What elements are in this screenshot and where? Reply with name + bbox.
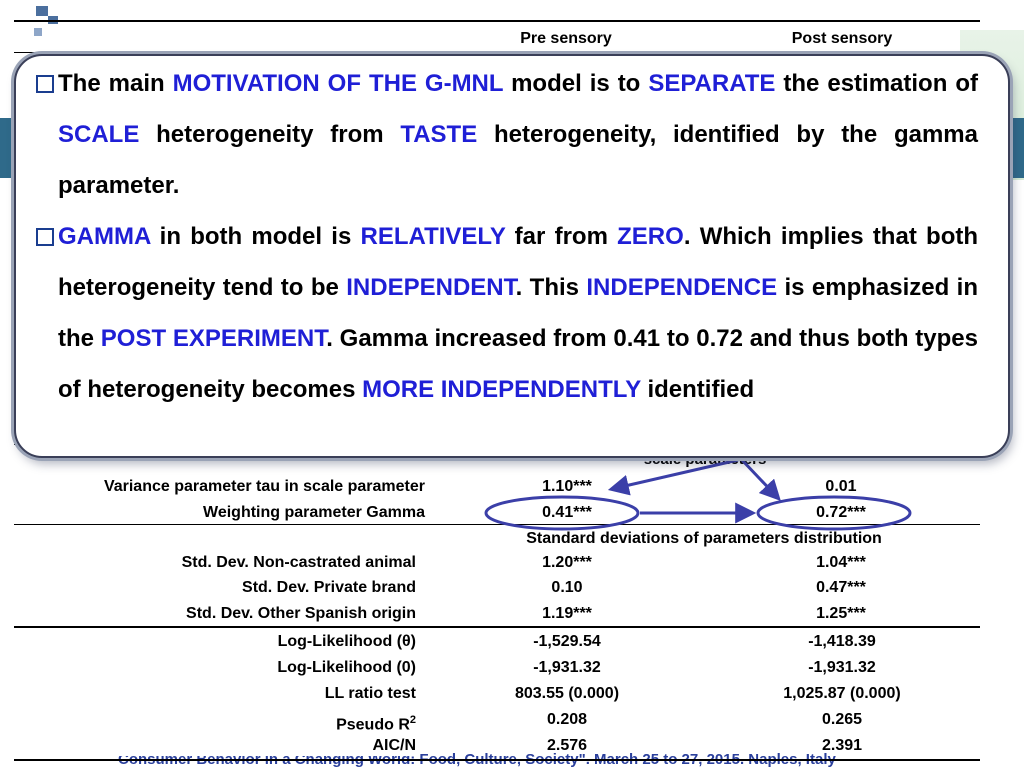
bullet-checkbox-icon [36, 75, 54, 93]
row-label-loglik-theta: Log-Likelihood (θ) [277, 633, 416, 650]
row-label-sd-spanish-origin: Std. Dev. Other Spanish origin [186, 605, 416, 622]
callout-paragraph-gamma: GAMMA in both model is RELATIVELY far fr… [58, 211, 978, 415]
value-aic-post: 2.391 [821, 737, 863, 754]
highlight-text: GAMMA [58, 223, 151, 250]
ellipse-gamma-post [756, 495, 912, 531]
value-tau-post: 0.01 [825, 478, 857, 495]
header-bottom-rule [14, 52, 980, 53]
row-label-loglik-zero: Log-Likelihood (0) [277, 659, 416, 676]
ellipse-gamma-pre [484, 495, 640, 531]
value-sd-spanish-origin-post: 1.25*** [816, 605, 866, 622]
body-text: model is to [503, 70, 649, 97]
row-label-ll-ratio: LL ratio test [324, 685, 416, 702]
callout-box [14, 54, 1010, 458]
highlight-text: TASTE [400, 121, 478, 148]
body-text: is emphasized in the [58, 274, 978, 352]
body-text: the estimation of [775, 70, 978, 97]
value-ll-ratio-post: 1,025.87 (0.000) [783, 685, 901, 702]
arrow-tau-left [607, 458, 739, 496]
value-pseudo-r2-post: 0.265 [821, 711, 863, 728]
table-top-rule [14, 20, 980, 22]
highlight-text: INDEPENDENT [346, 274, 516, 301]
section-standard-deviations: Standard deviations of parameters distri… [526, 530, 882, 547]
value-ll-ratio-pre: 803.55 (0.000) [514, 685, 620, 702]
body-text: in both model is [150, 223, 361, 250]
value-loglik-zero-post: -1,931.32 [808, 659, 876, 676]
highlight-text: SCALE [58, 121, 140, 148]
callout-paragraph-motivation: The main MOTIVATION OF THE G-MNL model i… [58, 58, 978, 211]
sd-top-rule [14, 524, 980, 525]
highlight-text: POST EXPERIMENT [100, 325, 327, 352]
body-text: heterogeneity, identified by the gamma p… [58, 121, 978, 199]
body-text: identified [640, 376, 755, 403]
value-sd-spanish-origin-pre: 1.19*** [542, 605, 592, 622]
value-gamma-pre: 0.41*** [542, 504, 592, 521]
highlight-text: INDEPENDENCE [586, 274, 778, 301]
pseudo-r-text: Pseudo R [336, 716, 410, 734]
value-sd-noncastrated-pre: 1.20*** [542, 554, 592, 571]
row-label-gamma: Weighting parameter Gamma [203, 504, 425, 521]
row-label-tau: Variance parameter tau in scale paramete… [103, 478, 425, 495]
row-label-aic: AIC/N [10, 736, 416, 756]
body-text: The main [58, 70, 173, 97]
header-post-sensory: Post sensory [791, 30, 893, 47]
row-label-sd-private-brand: Std. Dev. Private brand [242, 579, 416, 596]
body-text: heterogeneity from [139, 121, 401, 148]
highlight-text: MORE INDEPENDENTLY [362, 376, 641, 403]
bullet-checkbox-icon [36, 228, 54, 246]
pseudo-r-superscript: 2 [409, 714, 416, 726]
body-text: far from [505, 223, 618, 250]
value-loglik-theta-pre: -1,529.54 [533, 633, 601, 650]
value-loglik-theta-post: -1,418.39 [808, 633, 876, 650]
highlight-text: SEPARATE [648, 70, 776, 97]
body-text: . This [515, 274, 587, 301]
highlight-text: RELATIVELY [360, 223, 506, 250]
row-label-sd-noncastrated: Std. Dev. Non-castrated animal [181, 554, 416, 571]
value-sd-private-brand-pre: 0.10 [551, 579, 583, 596]
value-pseudo-r2-pre: 0.208 [546, 711, 588, 728]
header-pre-sensory: Pre sensory [520, 30, 612, 47]
value-sd-private-brand-post: 0.47*** [816, 579, 866, 596]
arrow-tau-right [740, 458, 781, 502]
value-sd-noncastrated-post: 1.04*** [816, 554, 866, 571]
highlight-text: ZERO [617, 223, 684, 250]
value-aic-pre: 2.576 [546, 737, 588, 754]
table-bottom-rule [14, 759, 980, 761]
row-label-pseudo-r2: Pseudo R2 [10, 710, 416, 735]
value-loglik-zero-pre: -1,931.32 [533, 659, 601, 676]
highlight-text: MOTIVATION OF THE G-MNL [172, 70, 504, 97]
body-text: . Which implies that both heterogeneity … [58, 223, 979, 301]
value-tau-pre: 1.10*** [542, 478, 592, 495]
right-band-decoration [1012, 118, 1024, 178]
left-band-decoration [0, 118, 14, 178]
value-gamma-post: 0.72*** [816, 504, 866, 521]
body-text: . Gamma increased from 0.41 to 0.72 and … [58, 325, 979, 403]
fit-top-rule [14, 626, 980, 628]
